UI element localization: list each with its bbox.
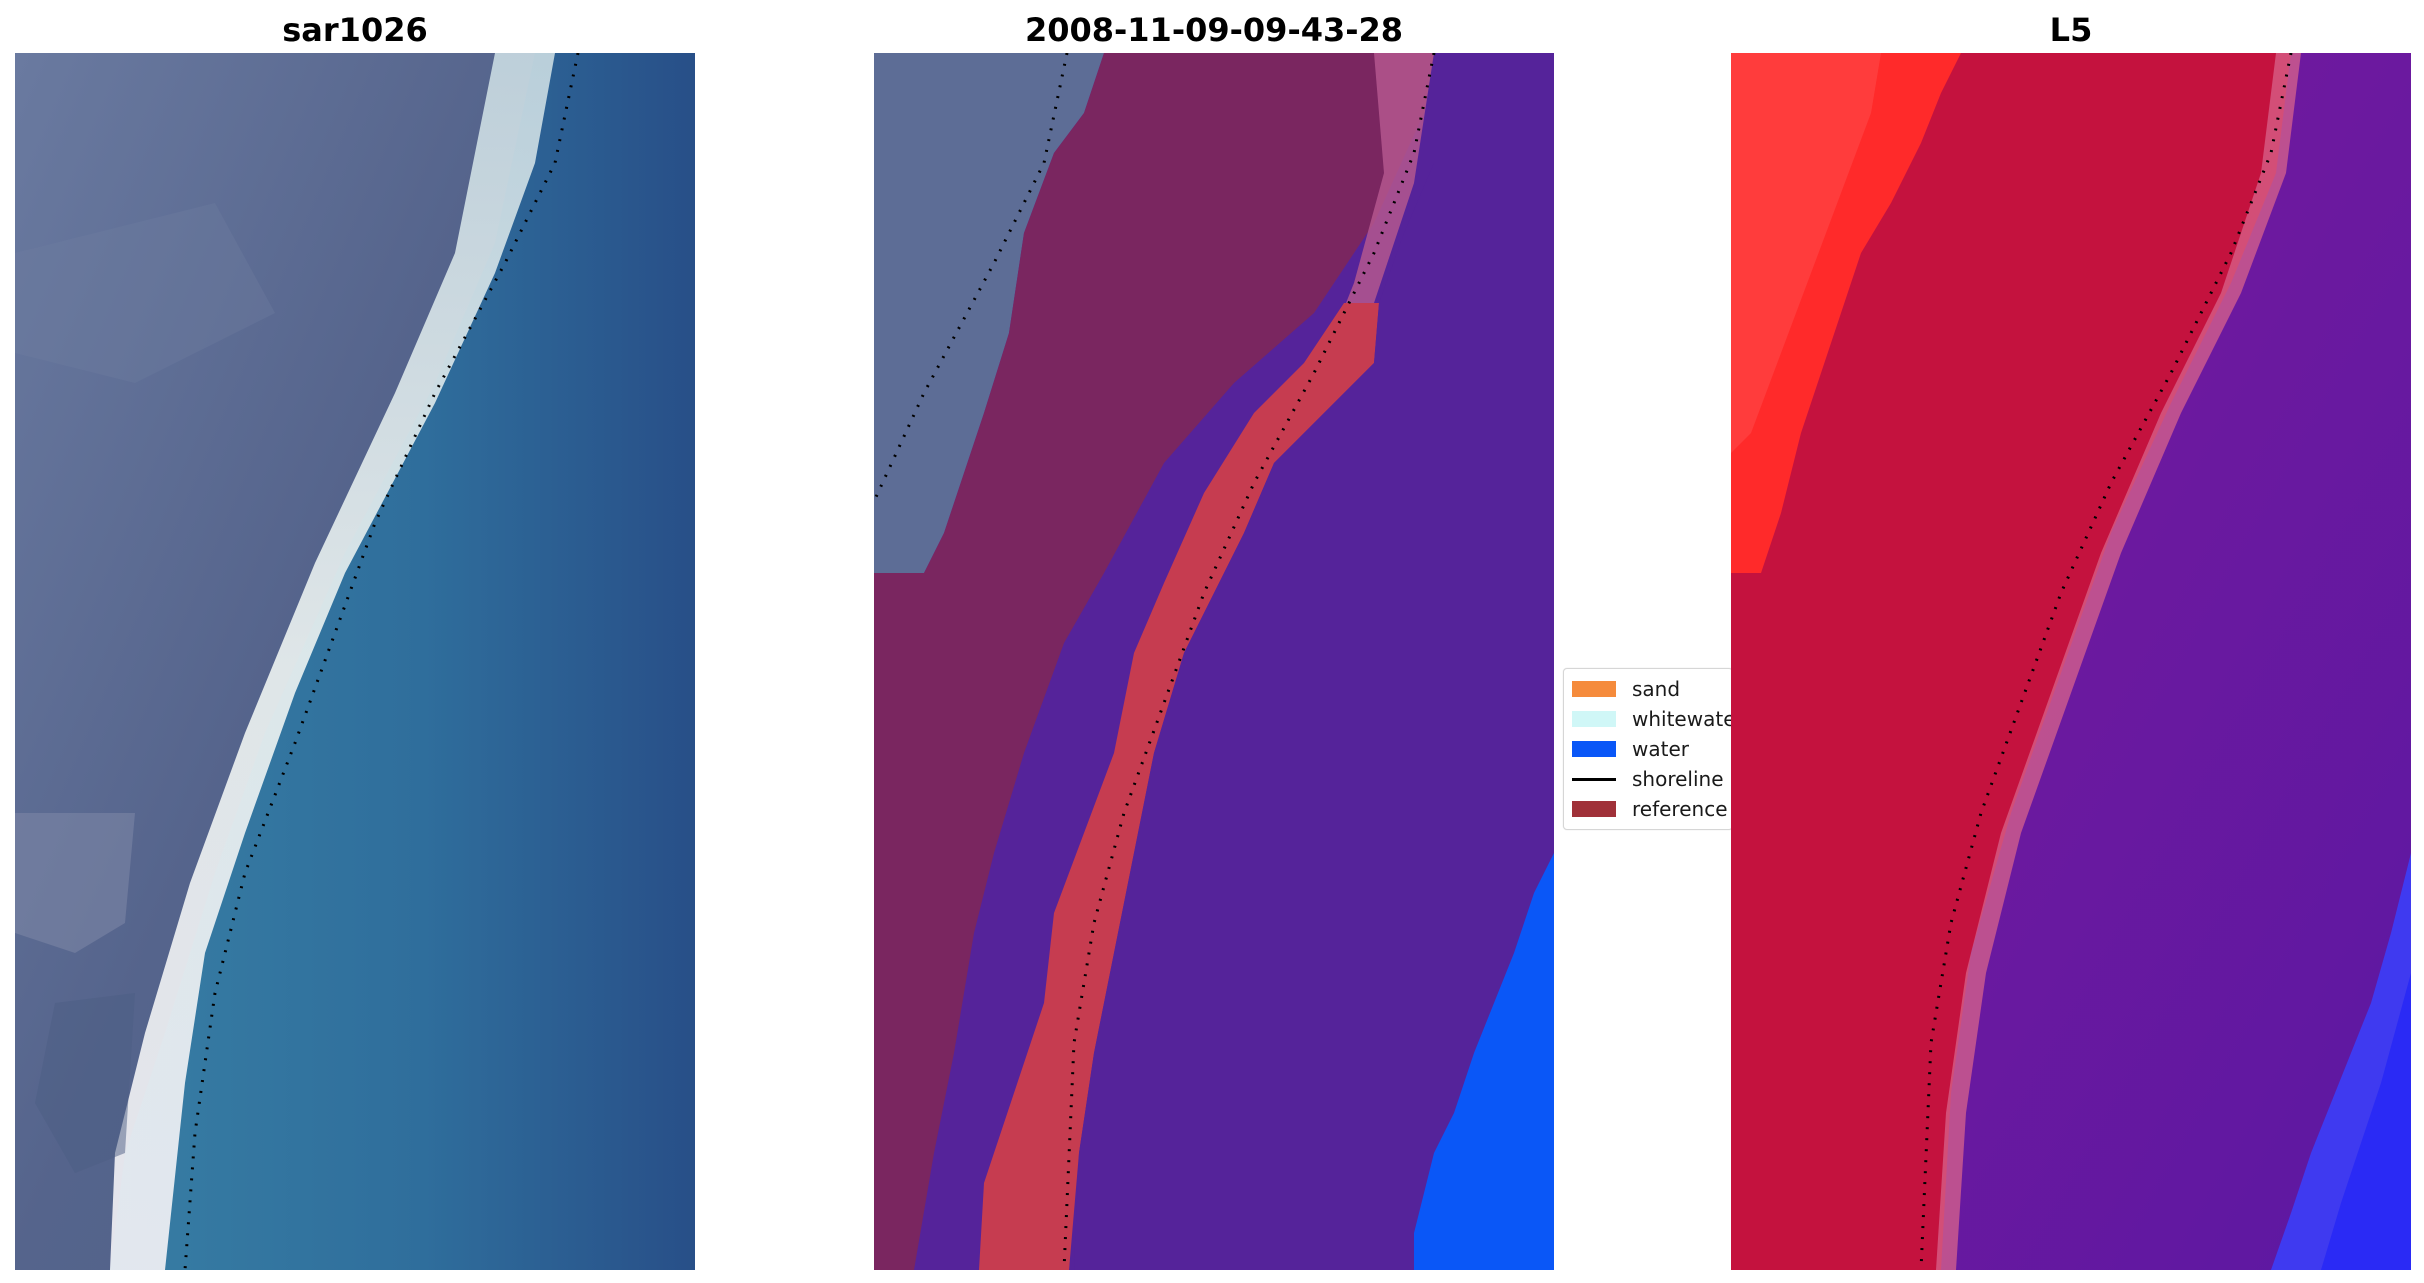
legend: sand whitewater water shoreline referenc…: [1563, 668, 1733, 830]
panel-title-date: 2008-11-09-09-43-28: [1024, 11, 1404, 49]
legend-label-shoreline: shoreline: [1632, 767, 1724, 791]
classified-image: [874, 53, 1554, 1270]
l5-image: [1731, 53, 2411, 1270]
legend-item-sand: sand: [1572, 677, 1680, 701]
legend-item-reference: reference: [1572, 797, 1728, 821]
l5-image-panel: [1731, 53, 2411, 1270]
rgb-image-panel: [15, 53, 695, 1270]
legend-item-shoreline: shoreline: [1572, 767, 1724, 791]
reference-swatch: [1572, 801, 1616, 817]
rgb-image: [15, 53, 695, 1270]
shoreline-line-swatch: [1572, 771, 1616, 787]
legend-label-reference: reference: [1632, 797, 1728, 821]
classified-image-panel: [874, 53, 1554, 1270]
sand-swatch: [1572, 681, 1616, 697]
whitewater-swatch: [1572, 711, 1616, 727]
legend-item-water: water: [1572, 737, 1689, 761]
legend-item-whitewater: whitewater: [1572, 707, 1733, 731]
legend-label-whitewater: whitewater: [1632, 707, 1733, 731]
legend-label-water: water: [1632, 737, 1689, 761]
panel-title-sar1026: sar1026: [282, 11, 428, 49]
legend-label-sand: sand: [1632, 677, 1681, 701]
panel-title-l5: L5: [2049, 11, 2093, 49]
water-swatch: [1572, 741, 1616, 757]
